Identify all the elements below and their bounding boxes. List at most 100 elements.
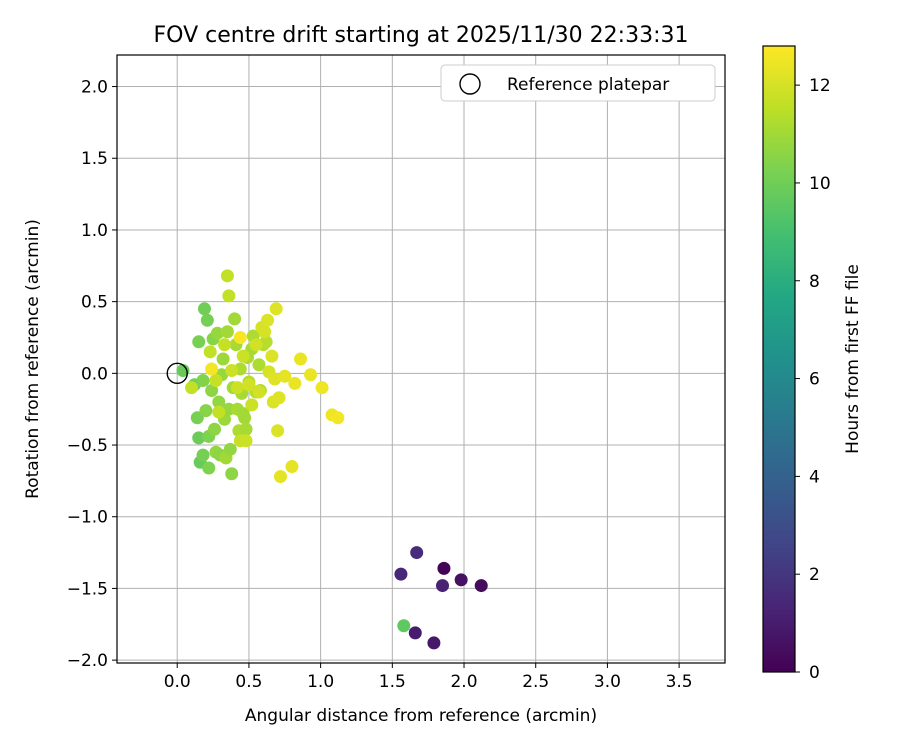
data-point [208,422,222,436]
data-point [222,289,236,303]
data-point [245,398,259,412]
legend-box [440,64,716,102]
data-point [437,561,451,575]
data-point [239,422,253,436]
data-point [230,381,244,395]
data-point [294,352,308,366]
data-point [238,411,252,425]
data-point [249,338,263,352]
data-point [410,546,424,560]
data-point [223,442,237,456]
legend-label: Reference platepar [507,75,669,95]
data-point [242,378,256,392]
data-point [408,626,422,640]
data-point [397,619,411,633]
y-axis-label: Rotation from reference (arcmin) [23,219,43,499]
data-point [288,376,302,390]
data-point [258,325,272,339]
y-tick-label: 2.0 [81,78,108,98]
colorbar-label: Hours from first FF file [843,264,863,454]
data-point [239,434,253,448]
data-point [200,313,214,327]
y-tick-label: −1.0 [67,508,108,528]
data-point [259,335,273,349]
data-point [285,460,299,474]
data-point [192,431,206,445]
colorbar-tick-label: 6 [809,370,820,390]
data-point [273,470,287,484]
y-tick-label: 0.0 [81,364,108,384]
data-point [220,325,234,339]
x-axis-label: Angular distance from reference (arcmin) [245,706,597,726]
data-point [203,345,217,359]
data-point [225,467,239,481]
x-axis-ticks: 0.0 0.5 1.0 1.5 2.0 2.5 3.0 3.5 [164,663,693,692]
colorbar-tick-label: 2 [809,565,820,585]
data-point [252,358,266,372]
x-tick-label: 3.5 [666,672,693,692]
data-point [220,269,234,283]
data-point [185,381,199,395]
data-point [268,372,282,386]
data-point [205,362,219,376]
data-point [236,349,250,363]
data-point [261,313,275,327]
data-point [228,312,242,326]
data-point [197,302,211,316]
y-tick-label: −2.0 [67,651,108,671]
data-point [192,335,206,349]
y-tick-label: 0.5 [81,293,108,313]
data-point [196,448,210,462]
x-tick-label: 1.5 [379,672,406,692]
data-point [199,404,213,418]
data-point [474,579,488,593]
data-point [394,567,408,581]
data-point [212,395,226,409]
colorbar-tick-label: 8 [809,272,820,292]
x-tick-label: 1.0 [307,672,334,692]
data-point [212,405,226,419]
legend-marker-icon [459,73,481,95]
data-point [176,363,190,377]
grid [117,55,725,663]
y-tick-label: −0.5 [67,436,108,456]
colorbar-tick-label: 4 [809,467,820,487]
data-point [331,411,345,425]
x-tick-label: 0.5 [235,672,262,692]
data-point [272,391,286,405]
data-point [210,326,224,340]
colorbar-tick-label: 10 [809,174,831,194]
data-point [209,374,223,388]
chart-title: FOV centre drift starting at 2025/11/30 … [154,23,689,48]
x-tick-label: 3.0 [594,672,621,692]
colorbar-tick-label: 0 [809,663,820,683]
y-tick-label: 1.5 [81,149,108,169]
legend: Reference platepar [440,64,716,102]
data-point [265,349,279,363]
data-point [218,338,232,352]
data-point [216,352,230,366]
x-tick-label: 0.0 [164,672,191,692]
data-point [269,302,283,316]
data-point [278,369,292,383]
colorbar-ticks: 0 2 4 6 8 10 12 [795,76,831,683]
data-point [225,363,239,377]
data-point [196,374,210,388]
data-point [252,385,266,399]
data-point [436,579,450,593]
data-point [454,573,468,587]
y-tick-label: −1.5 [67,579,108,599]
data-point [202,461,216,475]
x-tick-label: 2.5 [522,672,549,692]
y-axis-ticks: −2.0 −1.5 −1.0 −0.5 0.0 0.5 1.0 1.5 2.0 [67,78,117,671]
data-point [190,411,204,425]
data-point [233,330,247,344]
data-points [176,269,488,650]
y-tick-label: 1.0 [81,221,108,241]
data-point [205,384,219,398]
data-point [304,368,318,382]
data-point [427,636,441,650]
x-tick-label: 2.0 [450,672,477,692]
reference-platepar-marker [166,362,188,385]
